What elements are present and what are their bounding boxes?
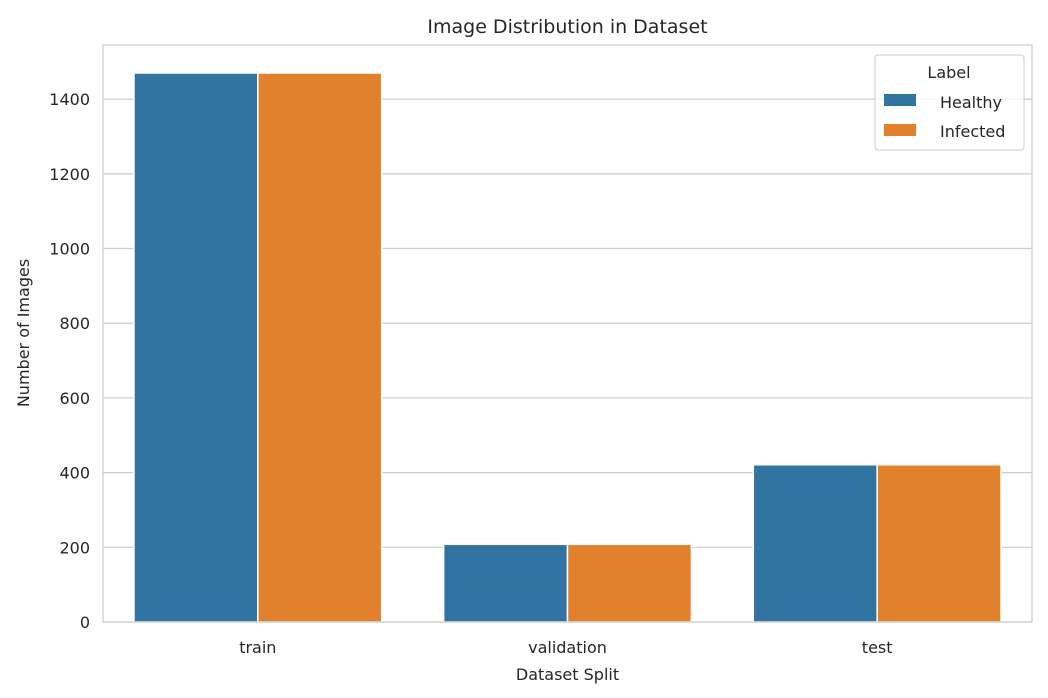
legend-label-infected: Infected — [940, 122, 1005, 141]
y-tick-label: 200 — [59, 538, 90, 557]
bar-healthy-test — [752, 464, 878, 623]
y-tick-label: 1000 — [49, 240, 90, 259]
bar-infected-train — [257, 72, 383, 623]
chart-title: Image Distribution in Dataset — [427, 16, 707, 38]
y-tick-label: 600 — [59, 389, 90, 408]
legend-swatch-infected — [884, 124, 916, 136]
bar-healthy-train — [133, 72, 259, 623]
bar-infected-validation — [566, 543, 693, 623]
y-tick-label: 1200 — [49, 165, 90, 184]
legend-title: Label — [927, 63, 970, 82]
legend-label-healthy: Healthy — [940, 93, 1002, 112]
y-axis-label: Number of Images — [14, 259, 33, 407]
plot-frame — [102, 44, 1033, 623]
bar-healthy-validation — [442, 543, 569, 623]
y-tick-labels: 0 200 400 600 800 1000 1200 1400 — [49, 90, 90, 632]
x-axis-label: Dataset Split — [516, 665, 619, 684]
y-tick-label: 0 — [80, 613, 90, 632]
x-tick-label-validation: validation — [528, 638, 607, 657]
y-tick-label: 1400 — [49, 90, 90, 109]
x-tick-label-train: train — [239, 638, 276, 657]
bars — [133, 72, 1002, 623]
legend: Label Healthy Infected — [874, 54, 1025, 151]
x-tick-label-test: test — [862, 638, 893, 657]
bar-infected-test — [876, 464, 1002, 623]
y-tick-label: 800 — [59, 314, 90, 333]
y-tick-label: 400 — [59, 464, 90, 483]
legend-swatch-healthy — [884, 94, 916, 106]
x-tick-labels: train validation test — [239, 638, 892, 657]
